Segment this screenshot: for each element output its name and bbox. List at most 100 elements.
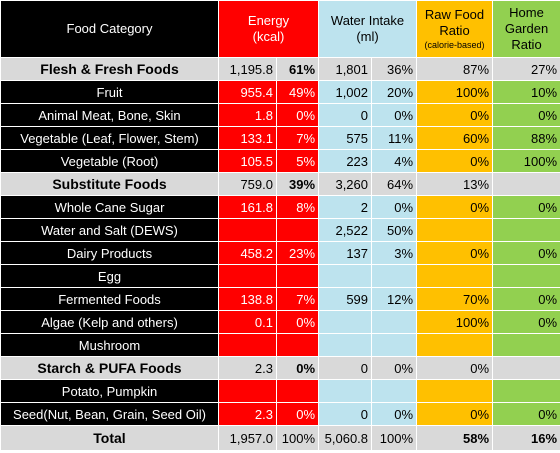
home-garden-ratio-cell [492, 264, 560, 288]
water-percent-cell: 64% [371, 172, 418, 196]
raw-food-ratio-cell [416, 379, 494, 403]
home-garden-ratio-cell: 27% [492, 57, 560, 81]
energy-percent-cell [275, 218, 320, 242]
table-row: Animal Meat, Bone, Skin 1.8 0% 0 0% 0% 0% [0, 103, 560, 127]
raw-food-ratio-cell: 58% [416, 425, 494, 451]
water-percent-cell: 50% [371, 218, 418, 242]
home-garden-ratio-cell: 16% [492, 425, 560, 451]
energy-value-cell [218, 333, 277, 357]
energy-value-cell: 955.4 [218, 80, 277, 104]
water-percent-cell: 20% [371, 80, 418, 104]
water-percent-cell: 11% [371, 126, 418, 150]
energy-value-cell: 2.3 [218, 402, 277, 426]
energy-percent-cell [275, 379, 320, 403]
header-water-intake: Water Intake (ml) [318, 0, 418, 58]
water-value-cell: 1,801 [318, 57, 373, 81]
raw-food-ratio-cell: 0% [416, 402, 494, 426]
water-percent-cell: 100% [371, 425, 418, 451]
home-garden-ratio-cell: 10% [492, 80, 560, 104]
food-name-cell: Vegetable (Root) [0, 149, 219, 173]
header-energy: Energy (kcal) [217, 0, 320, 58]
home-garden-ratio-cell: 0% [492, 310, 560, 334]
raw-food-ratio-cell: 100% [416, 310, 494, 334]
home-garden-ratio-cell: 0% [492, 402, 560, 426]
table-row: Fermented Foods 138.8 7% 599 12% 70% 0% [0, 287, 560, 311]
water-value-cell: 3,260 [318, 172, 373, 196]
home-garden-ratio-cell: 100% [492, 149, 560, 173]
table-row: Egg [0, 264, 560, 288]
water-value-cell [318, 264, 373, 288]
energy-value-cell: 759.0 [218, 172, 277, 196]
water-value-cell: 1,002 [318, 80, 373, 104]
raw-food-ratio-cell: 0% [416, 103, 494, 127]
food-name-cell: Total [0, 425, 219, 451]
water-percent-cell: 0% [371, 402, 418, 426]
energy-value-cell: 1,957.0 [218, 425, 277, 451]
water-percent-cell: 12% [371, 287, 418, 311]
water-percent-cell: 0% [371, 356, 418, 380]
energy-value-cell: 2.3 [218, 356, 277, 380]
food-name-cell: Whole Cane Sugar [0, 195, 219, 219]
water-value-cell: 2 [318, 195, 373, 219]
energy-percent-cell [275, 333, 320, 357]
header-row: Food Category Energy (kcal) Water Intake(… [0, 0, 560, 58]
energy-value-cell: 105.5 [218, 149, 277, 173]
table-row: Algae (Kelp and others) 0.1 0% 100% 0% [0, 310, 560, 334]
energy-value-cell: 1,195.8 [218, 57, 277, 81]
energy-value-cell: 133.1 [218, 126, 277, 150]
water-percent-cell: 36% [371, 57, 418, 81]
home-garden-ratio-cell: 0% [492, 195, 560, 219]
table-row: Vegetable (Root) 105.5 5% 223 4% 0% 100% [0, 149, 560, 173]
energy-percent-cell: 8% [275, 195, 320, 219]
total-row: Total 1,957.0 100% 5,060.8 100% 58% 16% [0, 425, 560, 451]
water-value-cell: 137 [318, 241, 373, 265]
raw-food-ratio-cell: 0% [416, 149, 494, 173]
food-name-cell: Vegetable (Leaf, Flower, Stem) [0, 126, 219, 150]
water-value-cell: 0 [318, 103, 373, 127]
section-row: Substitute Foods 759.0 39% 3,260 64% 13% [0, 172, 560, 196]
energy-percent-cell: 49% [275, 80, 320, 104]
raw-food-ratio-cell [416, 333, 494, 357]
raw-food-ratio-cell: 0% [416, 195, 494, 219]
raw-food-ratio-cell: 13% [416, 172, 494, 196]
water-percent-cell [371, 264, 418, 288]
energy-percent-cell: 100% [275, 425, 320, 451]
water-value-cell [318, 379, 373, 403]
energy-percent-cell: 23% [275, 241, 320, 265]
food-name-cell: Water and Salt (DEWS) [0, 218, 219, 242]
raw-food-ratio-cell [416, 218, 494, 242]
water-percent-cell [371, 310, 418, 334]
energy-percent-cell: 61% [275, 57, 320, 81]
header-home-garden-ratio: Home Garden Ratio [492, 0, 560, 58]
table-row: Whole Cane Sugar 161.8 8% 2 0% 0% 0% [0, 195, 560, 219]
energy-value-cell [218, 218, 277, 242]
food-name-cell: Fruit [0, 80, 219, 104]
water-percent-cell: 0% [371, 195, 418, 219]
header-raw-food-ratio: Raw Food Ratio (calorie-based) [416, 0, 494, 58]
home-garden-ratio-cell: 0% [492, 241, 560, 265]
food-name-cell: Algae (Kelp and others) [0, 310, 219, 334]
home-garden-ratio-cell [492, 218, 560, 242]
energy-value-cell: 1.8 [218, 103, 277, 127]
energy-percent-cell: 39% [275, 172, 320, 196]
home-garden-ratio-cell: 0% [492, 103, 560, 127]
energy-percent-cell: 7% [275, 126, 320, 150]
water-value-cell: 223 [318, 149, 373, 173]
water-value-cell [318, 333, 373, 357]
home-garden-ratio-cell [492, 172, 560, 196]
raw-food-ratio-cell: 0% [416, 241, 494, 265]
home-garden-ratio-cell [492, 356, 560, 380]
food-name-cell: Animal Meat, Bone, Skin [0, 103, 219, 127]
water-value-cell: 2,522 [318, 218, 373, 242]
water-percent-cell: 0% [371, 103, 418, 127]
energy-value-cell: 458.2 [218, 241, 277, 265]
water-value-cell: 575 [318, 126, 373, 150]
header-food-category: Food Category [0, 0, 219, 58]
table-row: Water and Salt (DEWS) 2,522 50% [0, 218, 560, 242]
table-row: Seed(Nut, Bean, Grain, Seed Oil) 2.3 0% 0 0%… [0, 402, 560, 426]
table-row: Fruit 955.4 49% 1,002 20% 100% 10% [0, 80, 560, 104]
energy-value-cell: 0.1 [218, 310, 277, 334]
table-row: Mushroom [0, 333, 560, 357]
food-name-cell: Mushroom [0, 333, 219, 357]
